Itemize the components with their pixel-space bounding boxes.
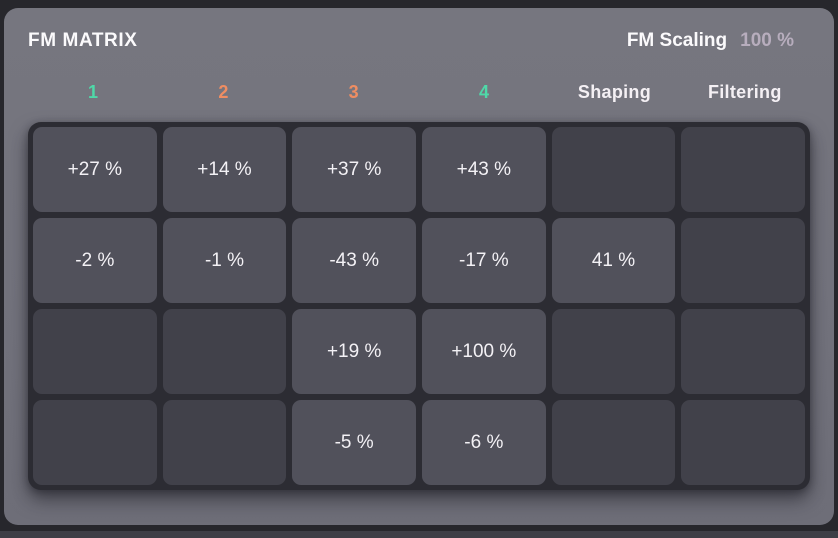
matrix-cell-r2-c2[interactable]: -1 %	[162, 218, 287, 303]
matrix-cell-r4-c1[interactable]	[33, 400, 157, 485]
lower-panel-edge	[0, 531, 838, 538]
fm-scaling-control: FM Scaling 100 %	[627, 30, 794, 52]
matrix-cell-r3-c6[interactable]	[681, 309, 805, 394]
matrix-cell-r3-c5[interactable]	[551, 309, 676, 394]
matrix-cell-r4-c2[interactable]	[162, 400, 287, 485]
matrix-cell-r2-c1[interactable]: -2 %	[33, 218, 157, 303]
matrix-cell-r2-c4[interactable]: -17 %	[421, 218, 546, 303]
column-header-2: 2	[218, 82, 229, 102]
column-header-filtering: Filtering	[707, 82, 782, 102]
matrix-cell-r4-c6[interactable]	[681, 400, 805, 485]
fm-scaling-label: FM Scaling	[626, 30, 728, 51]
matrix-cell-r2-c3[interactable]: -43 %	[292, 218, 416, 303]
fm-matrix-panel: FM MATRIX FM Scaling 100 % 1 2 3 4 Shaping Fi…	[4, 8, 834, 525]
matrix-cell-r1-c3[interactable]: +37 %	[292, 127, 416, 212]
fm-scaling-value[interactable]: 100 %	[740, 30, 794, 51]
panel-title: FM MATRIX	[28, 30, 138, 51]
fm-matrix-grid: +27 % +14 % +37 % +43 % -2 % -1 % -43 % -17 % 41…	[28, 122, 810, 490]
matrix-cell-r1-c1[interactable]: +27 %	[33, 127, 157, 212]
matrix-cell-r3-c3[interactable]: +19 %	[292, 309, 416, 394]
column-header-3: 3	[348, 82, 359, 102]
column-header-shaping: Shaping	[577, 82, 652, 102]
matrix-cell-r4-c5[interactable]	[551, 400, 676, 485]
matrix-cell-r1-c6[interactable]	[681, 127, 805, 212]
column-header-4: 4	[478, 82, 490, 102]
matrix-cell-r2-c6[interactable]	[681, 218, 805, 303]
matrix-cell-r3-c4[interactable]: +100 %	[421, 309, 546, 394]
matrix-cell-r1-c5[interactable]	[551, 127, 676, 212]
matrix-cell-r4-c3[interactable]: -5 %	[292, 400, 416, 485]
matrix-cell-r1-c2[interactable]: +14 %	[162, 127, 287, 212]
column-headers: 1 2 3 4 Shaping Filtering	[28, 82, 810, 103]
matrix-cell-r3-c2[interactable]	[162, 309, 287, 394]
matrix-cell-r4-c4[interactable]: -6 %	[421, 400, 546, 485]
matrix-cell-r3-c1[interactable]	[33, 309, 157, 394]
column-header-1: 1	[88, 82, 99, 102]
matrix-cell-r2-c5[interactable]: 41 %	[551, 218, 676, 303]
matrix-cell-r1-c4[interactable]: +43 %	[421, 127, 546, 212]
